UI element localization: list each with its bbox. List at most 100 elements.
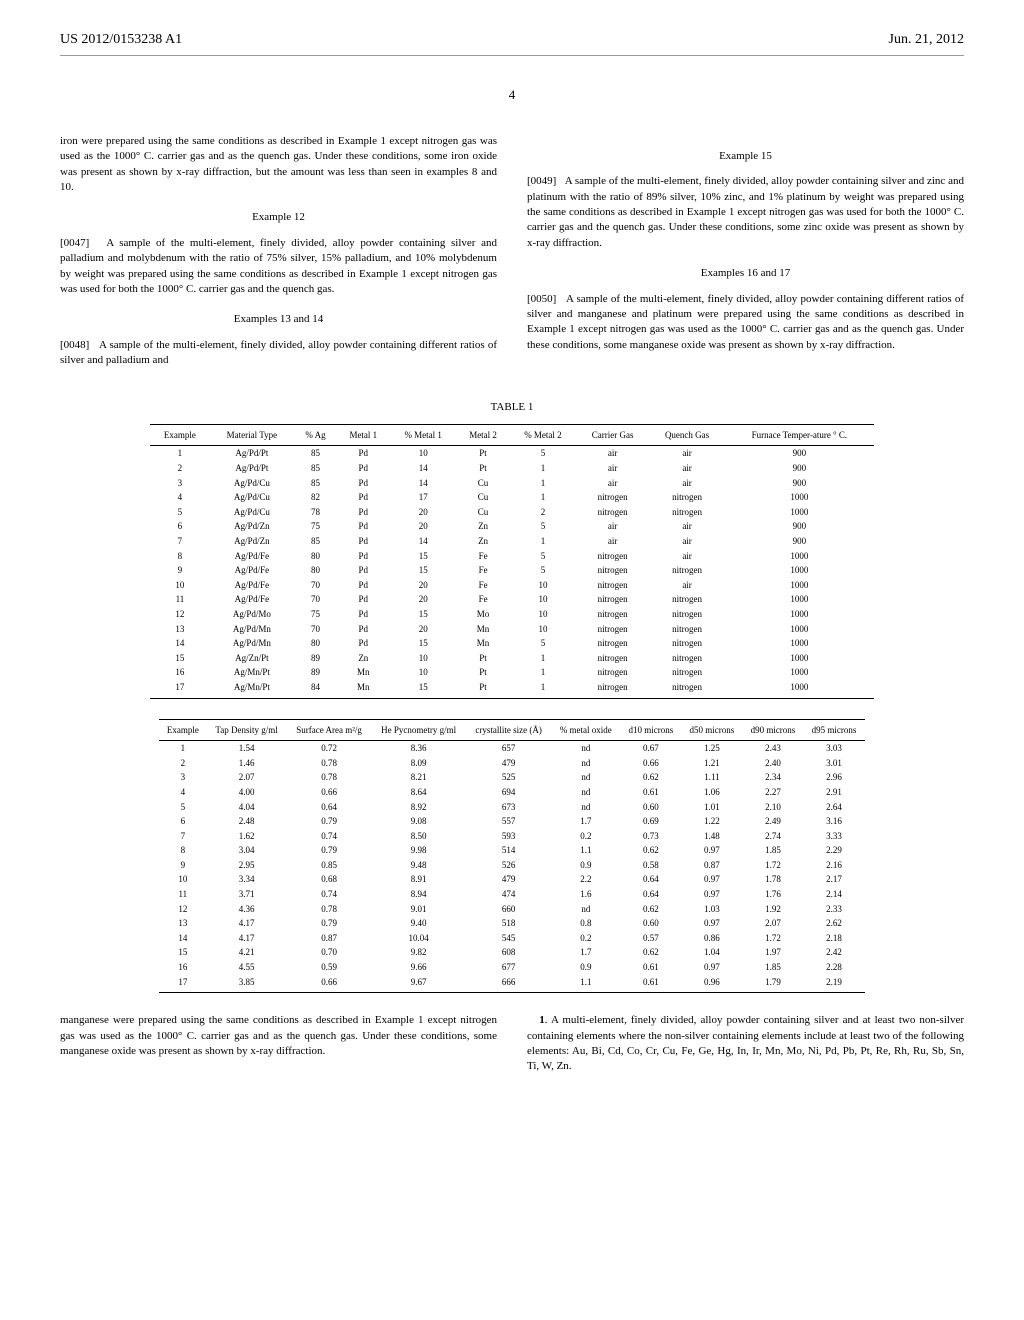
table-cell: 80 [294,563,336,578]
table-cell: 16 [159,960,206,975]
table-cell: 2 [510,505,577,520]
table-cell: 1.03 [681,902,742,917]
table-cell: 70 [294,622,336,637]
table-cell: 1000 [725,505,873,520]
table-cell: air [649,446,725,461]
table-cell: 2 [159,756,206,771]
table-row: 83.040.799.985141.10.620.971.852.29 [159,843,864,858]
table-cell: 10.04 [371,931,466,946]
claim-text: . A multi-element, finely divided, alloy… [527,1014,964,1072]
table-cell: 0.74 [287,829,371,844]
table-cell: 1.85 [742,843,803,858]
table-row: 9Ag/Pd/Fe80Pd15Fe5nitrogennitrogen1000 [150,563,873,578]
table-cell: 4.17 [206,931,287,946]
table-cell: 4 [159,785,206,800]
bottom-columns: manganese were prepared using the same c… [60,1013,964,1075]
table-cell: 514 [466,843,551,858]
table-cell: 2.17 [803,872,864,887]
table-header: Surface Area m²/g [287,719,371,741]
table-cell: 1 [510,665,577,680]
table-cell: 3.34 [206,872,287,887]
table-header: Metal 1 [337,424,390,446]
table-cell: 0.62 [620,902,681,917]
table-cell: 1000 [725,490,873,505]
table-cell: 1 [510,490,577,505]
page-number: 4 [60,86,964,104]
table-cell: 7 [150,534,209,549]
table-cell: 4 [150,490,209,505]
table-cell: Pd [337,578,390,593]
table-cell: 9 [159,858,206,873]
table-row: 173.850.669.676661.10.610.961.792.19 [159,975,864,993]
para-0050: [0050] A sample of the multi-element, fi… [527,292,964,354]
table-cell: Ag/Pd/Cu [209,505,294,520]
table-cell: air [576,534,649,549]
table-cell: 5 [510,563,577,578]
table-row: 164.550.599.666770.90.610.971.852.28 [159,960,864,975]
table-cell: Ag/Pd/Pt [209,461,294,476]
table-cell: 0.60 [620,916,681,931]
table-cell: air [576,446,649,461]
example-13-14-heading: Examples 13 and 14 [60,312,497,327]
table-cell: 1.48 [681,829,742,844]
table-cell: 1.11 [681,770,742,785]
table-cell: 0.97 [681,872,742,887]
table-cell: 479 [466,756,551,771]
table-cell: 1.21 [681,756,742,771]
table-cell: Ag/Pd/Mo [209,607,294,622]
table-cell: Fe [457,578,510,593]
table-cell: 3.03 [803,741,864,756]
table-cell: 3.85 [206,975,287,993]
table-cell: 8.09 [371,756,466,771]
table-cell: 11 [150,592,209,607]
table-cell: 78 [294,505,336,520]
table-cell: 1.78 [742,872,803,887]
table-cell: Pd [337,490,390,505]
table-cell: 0.62 [620,770,681,785]
table-cell: 9.98 [371,843,466,858]
table-cell: Ag/Pd/Mn [209,636,294,651]
table-cell: air [649,519,725,534]
table-row: 7Ag/Pd/Zn85Pd14Zn1airair900 [150,534,873,549]
table-row: 17Ag/Mn/Pt84Mn15Pt1nitrogennitrogen1000 [150,680,873,698]
table-cell: 2.42 [803,945,864,960]
table-cell: 15 [390,636,457,651]
table-cell: 10 [510,592,577,607]
table-1-wrapper: ExampleMaterial Type% AgMetal 1% Metal 1… [60,424,964,699]
table-cell: 14 [150,636,209,651]
table-cell: 3.01 [803,756,864,771]
table-cell: 20 [390,519,457,534]
table-cell: 84 [294,680,336,698]
right-column: Example 15 [0049] A sample of the multi-… [527,134,964,381]
table-cell: 2.27 [742,785,803,800]
table-cell: 1000 [725,592,873,607]
table-cell: 8 [159,843,206,858]
table-cell: 9.01 [371,902,466,917]
table-cell: Pt [457,446,510,461]
table-cell: 0.59 [287,960,371,975]
example-15-heading: Example 15 [527,149,964,164]
table-cell: Zn [457,519,510,534]
table-row: 1Ag/Pd/Pt85Pd10Pt5airair900 [150,446,873,461]
table-cell: 694 [466,785,551,800]
table-cell: 1.22 [681,814,742,829]
table-cell: 1.7 [551,945,620,960]
table-cell: Ag/Mn/Pt [209,665,294,680]
table-cell: Pd [337,636,390,651]
table-row: 15Ag/Zn/Pt89Zn10Pt1nitrogennitrogen1000 [150,651,873,666]
table-cell: 10 [150,578,209,593]
table-cell: 2.28 [803,960,864,975]
table-row: 113.710.748.944741.60.640.971.762.14 [159,887,864,902]
table-cell: 82 [294,490,336,505]
table-cell: 9.67 [371,975,466,993]
table-cell: 1000 [725,549,873,564]
table-cell: 20 [390,578,457,593]
table-cell: 1.01 [681,800,742,815]
table-row: 3Ag/Pd/Cu85Pd14Cu1airair900 [150,476,873,491]
table-cell: 1.06 [681,785,742,800]
table-cell: Pd [337,607,390,622]
table-cell: 0.87 [287,931,371,946]
table-cell: 0.60 [620,800,681,815]
table-cell: 17 [159,975,206,993]
table-cell: Pd [337,592,390,607]
